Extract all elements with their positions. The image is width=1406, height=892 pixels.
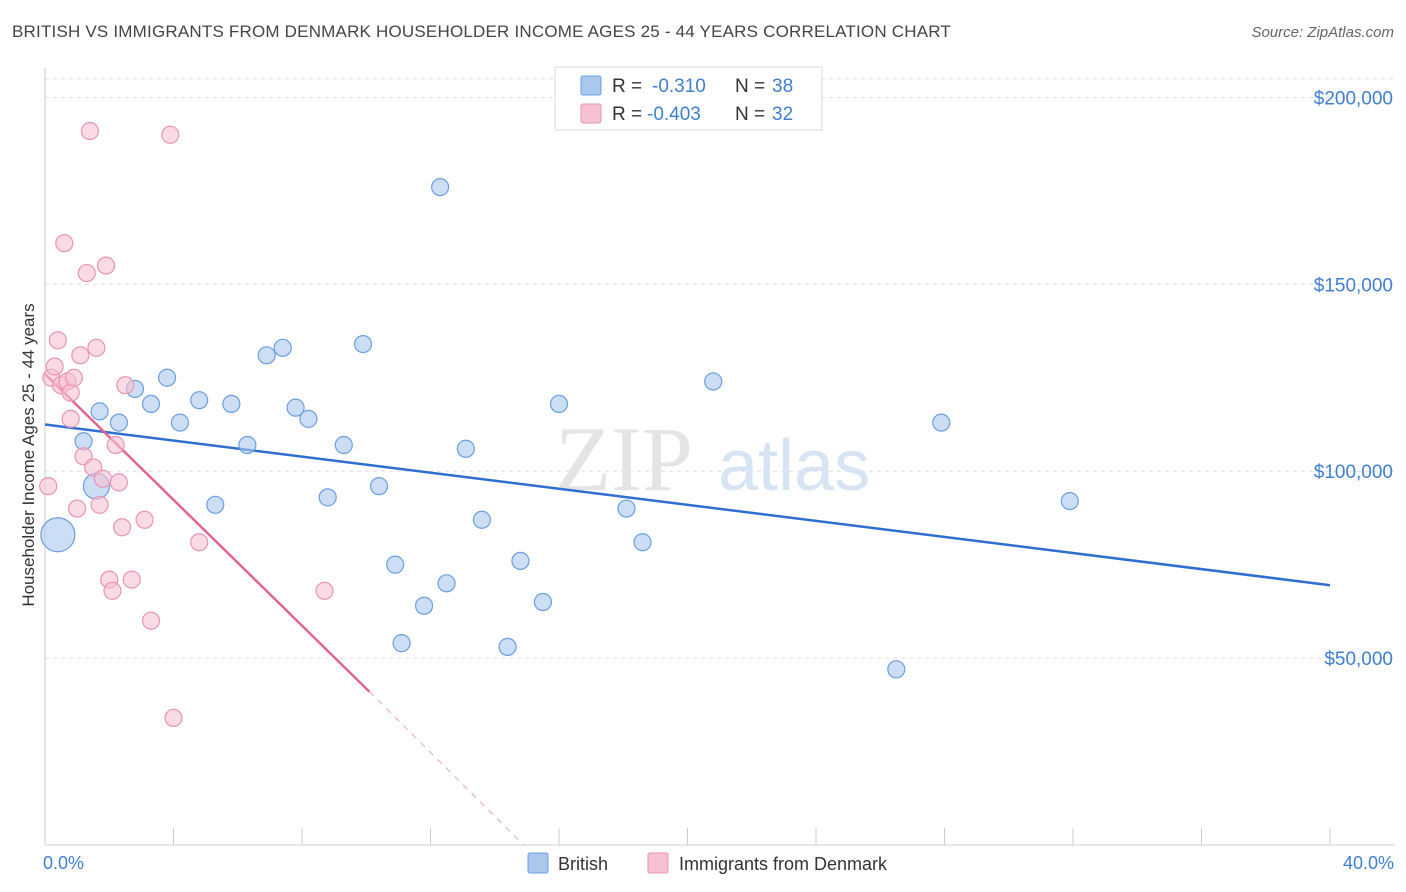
legend-british-r-label: R = [612,76,642,97]
legend-swatch-british [580,75,602,96]
point-denmark-17 [90,495,109,514]
point-british-8 [170,413,190,432]
watermark: ZIP atlas [555,408,870,510]
point-british-14 [273,338,292,357]
axes [44,68,1395,846]
point-denmark-30 [164,708,183,728]
chart-title: BRITISH VS IMMIGRANTS FROM DENMARK HOUSE… [12,22,951,41]
point-british-20 [370,477,389,496]
point-british-15 [286,398,305,417]
point-british-30 [533,592,553,612]
point-british-31 [549,394,569,414]
legend-denmark-r-value: -0.403 [647,104,701,125]
point-british-10 [206,495,225,514]
trend-line-british [44,423,1331,587]
point-denmark-18 [93,469,112,488]
point-denmark-21 [103,581,122,600]
legend-british-n-value: 38 [772,76,793,97]
point-denmark-28 [141,611,161,630]
bottom-legend-swatch-denmark [647,852,669,874]
y-tick-labels: $50,000 $100,000 $150,000 $200,000 [1314,88,1393,670]
x-tick-labels: 0.0% 40.0% [43,853,1394,873]
source-label: Source: ZipAtlas.com [1251,24,1394,41]
point-british-27 [472,510,491,529]
point-british-17 [318,488,337,507]
legend-denmark-n-label: N = [735,104,765,125]
trend-line-denmark-extension [369,691,525,846]
trend-lines [44,373,1331,846]
point-british-37 [1060,491,1079,511]
point-british-0 [40,517,76,553]
point-denmark-5 [55,234,74,253]
legend-british-n-label: N = [735,76,765,97]
point-denmark-25 [116,376,135,395]
point-british-23 [414,596,434,615]
trend-line-denmark [44,373,371,693]
y-tick-label-100000: $100,000 [1314,462,1393,483]
point-denmark-22 [106,435,125,455]
point-denmark-19 [96,256,116,275]
point-denmark-10 [68,499,87,518]
point-british-33 [633,533,652,552]
point-british-21 [386,555,405,574]
bottom-legend-british: British [558,854,608,874]
bottom-legend-swatch-british [527,852,549,874]
point-british-11 [222,394,241,414]
point-british-3 [90,402,109,421]
bottom-legend-denmark: Immigrants from Denmark [679,854,888,874]
point-british-6 [141,394,161,414]
point-denmark-32 [315,581,334,600]
point-british-18 [334,435,353,455]
point-british-29 [511,551,530,571]
point-denmark-29 [161,125,180,144]
point-british-26 [456,439,475,458]
point-denmark-0 [39,477,58,496]
y-tick-label-50000: $50,000 [1324,649,1393,670]
point-denmark-3 [48,331,67,350]
point-denmark-7 [61,409,80,428]
point-british-22 [392,634,411,653]
point-british-32 [617,499,636,518]
point-british-25 [431,177,450,197]
point-denmark-9 [64,368,84,387]
point-british-12 [238,435,257,455]
point-british-36 [932,413,951,432]
point-denmark-31 [190,533,209,552]
point-british-28 [498,637,517,656]
point-british-19 [353,334,373,354]
point-british-9 [190,391,209,410]
watermark-zip: ZIP [555,408,693,510]
point-denmark-14 [80,121,100,141]
y-axis-label: Householder Income Ages 25 - 44 years [19,303,38,606]
series-legend: British Immigrants from Denmark [527,852,888,874]
legend-denmark-r-label: R = [612,104,642,125]
point-british-13 [257,346,276,365]
point-denmark-16 [87,338,106,357]
point-denmark-2 [45,357,64,376]
point-denmark-11 [71,346,90,365]
point-british-24 [437,574,456,593]
point-british-34 [704,372,723,391]
point-british-16 [299,409,318,428]
legend-swatch-denmark [580,103,602,124]
point-british-35 [887,660,906,679]
point-denmark-8 [61,383,80,402]
legend-british-r-value: -0.310 [652,76,706,97]
point-denmark-26 [122,570,141,589]
point-denmark-13 [77,263,96,283]
y-tick-label-200000: $200,000 [1314,88,1393,109]
point-british-7 [157,368,177,387]
legend-denmark-n-value: 32 [772,104,793,125]
point-denmark-23 [109,473,128,492]
point-denmark-27 [135,510,154,529]
x-tick-label-min: 0.0% [43,853,84,873]
point-british-4 [109,413,128,432]
watermark-atlas: atlas [718,426,870,506]
point-denmark-24 [112,518,132,537]
x-tick-label-max: 40.0% [1343,853,1394,873]
data-points [39,121,1079,728]
y-tick-label-150000: $150,000 [1314,275,1393,296]
correlation-legend: R = -0.310 N = 38 R = -0.403 N = 32 [554,66,823,131]
